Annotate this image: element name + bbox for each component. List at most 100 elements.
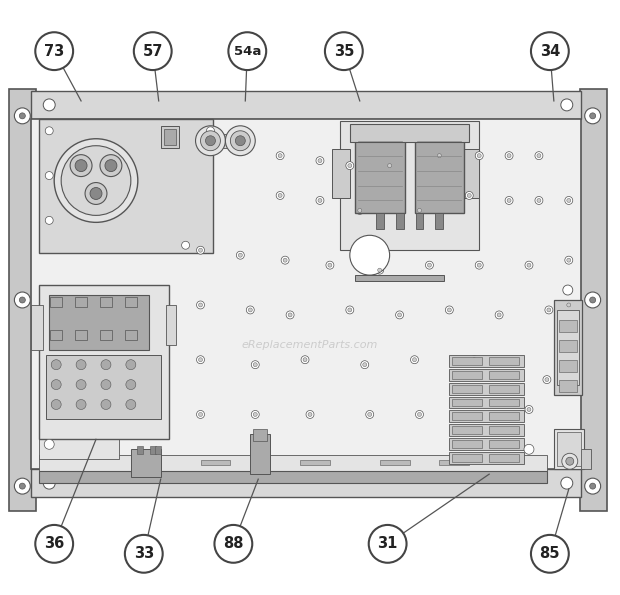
Circle shape [525, 261, 533, 269]
Text: 54a: 54a [234, 45, 261, 58]
Circle shape [415, 411, 423, 418]
Circle shape [417, 208, 422, 212]
Circle shape [531, 535, 569, 573]
FancyBboxPatch shape [200, 461, 231, 465]
FancyBboxPatch shape [489, 412, 519, 421]
Circle shape [562, 453, 578, 469]
Circle shape [415, 206, 423, 214]
Circle shape [278, 154, 282, 158]
Circle shape [563, 285, 573, 295]
Circle shape [54, 139, 138, 223]
Circle shape [527, 408, 531, 412]
Circle shape [19, 483, 25, 489]
FancyBboxPatch shape [453, 357, 482, 365]
Circle shape [396, 311, 404, 319]
Circle shape [505, 152, 513, 159]
FancyBboxPatch shape [580, 89, 606, 511]
FancyBboxPatch shape [31, 305, 43, 350]
FancyBboxPatch shape [350, 124, 469, 142]
FancyBboxPatch shape [100, 297, 112, 307]
Circle shape [197, 411, 205, 418]
FancyBboxPatch shape [559, 360, 577, 372]
FancyBboxPatch shape [150, 446, 156, 454]
Circle shape [251, 411, 259, 418]
Circle shape [134, 32, 172, 70]
Circle shape [361, 361, 369, 369]
FancyBboxPatch shape [39, 285, 169, 439]
Circle shape [45, 217, 53, 224]
FancyBboxPatch shape [50, 297, 62, 307]
Text: 73: 73 [44, 43, 64, 59]
Circle shape [283, 258, 287, 262]
FancyBboxPatch shape [489, 427, 519, 434]
FancyBboxPatch shape [125, 330, 137, 340]
FancyBboxPatch shape [31, 469, 581, 497]
Circle shape [238, 253, 242, 257]
Circle shape [316, 196, 324, 205]
Circle shape [425, 261, 433, 269]
Circle shape [281, 256, 289, 264]
Circle shape [101, 399, 111, 409]
Circle shape [125, 535, 162, 573]
Circle shape [90, 187, 102, 199]
FancyBboxPatch shape [450, 439, 524, 450]
Circle shape [545, 378, 549, 381]
Circle shape [51, 360, 61, 369]
Circle shape [507, 199, 511, 202]
Circle shape [35, 32, 73, 70]
FancyBboxPatch shape [250, 434, 270, 474]
FancyBboxPatch shape [39, 455, 547, 471]
FancyBboxPatch shape [164, 129, 175, 145]
Circle shape [253, 363, 257, 367]
Circle shape [126, 399, 136, 409]
Circle shape [126, 380, 136, 390]
Circle shape [435, 152, 443, 159]
FancyBboxPatch shape [39, 471, 547, 483]
Circle shape [537, 154, 541, 158]
Circle shape [505, 196, 513, 205]
Circle shape [346, 162, 354, 170]
FancyBboxPatch shape [453, 384, 482, 393]
FancyBboxPatch shape [557, 310, 578, 384]
FancyBboxPatch shape [489, 357, 519, 365]
FancyBboxPatch shape [208, 134, 243, 148]
Circle shape [75, 159, 87, 171]
Circle shape [369, 525, 407, 563]
Circle shape [197, 356, 205, 364]
Circle shape [378, 268, 382, 272]
FancyBboxPatch shape [49, 295, 149, 350]
FancyBboxPatch shape [559, 380, 577, 392]
Circle shape [585, 478, 601, 494]
Circle shape [198, 412, 203, 416]
Text: 36: 36 [44, 536, 64, 552]
Circle shape [386, 162, 394, 170]
Circle shape [200, 131, 221, 151]
FancyBboxPatch shape [396, 214, 404, 229]
FancyBboxPatch shape [415, 214, 423, 229]
Circle shape [251, 361, 259, 369]
Circle shape [276, 152, 284, 159]
Text: 88: 88 [223, 536, 244, 552]
FancyBboxPatch shape [75, 330, 87, 340]
Circle shape [495, 311, 503, 319]
Text: eReplacementParts.com: eReplacementParts.com [242, 340, 378, 350]
Circle shape [535, 152, 543, 159]
FancyBboxPatch shape [340, 121, 479, 250]
Circle shape [206, 127, 215, 134]
FancyBboxPatch shape [450, 383, 524, 394]
Circle shape [561, 477, 573, 489]
FancyBboxPatch shape [453, 454, 482, 462]
Circle shape [14, 292, 30, 308]
FancyBboxPatch shape [450, 396, 524, 409]
Circle shape [467, 193, 471, 198]
Circle shape [565, 301, 573, 309]
Circle shape [356, 206, 364, 214]
Circle shape [14, 478, 30, 494]
Circle shape [566, 457, 574, 465]
Circle shape [198, 358, 203, 362]
Circle shape [346, 306, 354, 314]
Circle shape [326, 261, 334, 269]
Circle shape [475, 152, 483, 159]
Circle shape [276, 192, 284, 199]
FancyBboxPatch shape [453, 399, 482, 406]
